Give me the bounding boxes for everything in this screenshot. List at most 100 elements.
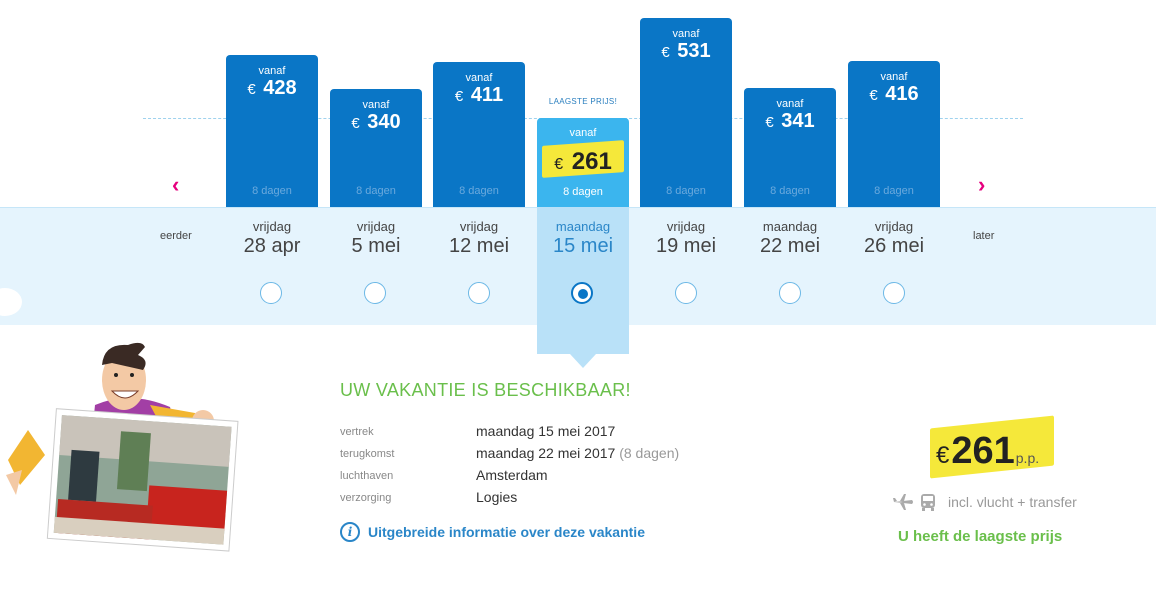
bar-price-amount: 340 (367, 111, 401, 133)
date-radio[interactable] (468, 282, 490, 304)
bar-price: € 340 (330, 111, 422, 135)
date-radio[interactable] (571, 282, 593, 304)
bar-currency: € (554, 156, 564, 173)
detail-value: maandag 15 mei 2017 (476, 423, 615, 439)
info-icon: i (340, 522, 360, 542)
bar-price-amount: 261 (571, 148, 612, 175)
date-option[interactable]: maandag 15 mei (523, 219, 643, 258)
detail-label: vertrek (340, 426, 374, 438)
date-day-month: 12 mei (448, 235, 510, 257)
date-weekday: vrijdag (252, 219, 292, 234)
bar-price: € 261 (537, 148, 629, 176)
date-option[interactable]: vrijdag 26 mei (834, 219, 954, 258)
bar-vanaf-label: vanaf (569, 127, 597, 139)
bar-days: 8 dagen (356, 185, 396, 197)
band-decoration (0, 288, 22, 316)
price-bar[interactable]: vanaf € 531 8 dagen (640, 18, 732, 207)
bar-vanaf-label: vanaf (465, 72, 493, 84)
bar-currency: € (661, 44, 670, 61)
selected-date-pointer (570, 354, 596, 368)
date-radio[interactable] (675, 282, 697, 304)
date-option[interactable]: vrijdag 28 apr (212, 219, 332, 258)
detail-label: luchthaven (340, 470, 394, 482)
date-day-month: 19 mei (655, 235, 717, 257)
bar-days: 8 dagen (459, 185, 499, 197)
more-info-link[interactable]: i Uitgebreide informatie over deze vakan… (340, 522, 645, 542)
bar-currency: € (869, 87, 878, 104)
bar-vanaf-label: vanaf (362, 99, 390, 111)
date-radio[interactable] (779, 282, 801, 304)
total-price: €261p.p. (936, 430, 1039, 473)
detail-value-text: maandag 22 mei 2017 (476, 445, 616, 461)
price-bar[interactable]: vanaf € 411 8 dagen (433, 62, 525, 207)
date-weekday: maandag (762, 219, 818, 234)
bar-price: € 531 (640, 40, 732, 64)
date-weekday: vrijdag (459, 219, 499, 234)
bar-price-amount: 416 (885, 83, 919, 105)
detail-value-text: maandag 15 mei 2017 (476, 423, 616, 439)
price-bar[interactable]: vanaf € 428 8 dagen (226, 55, 318, 207)
chevron-right-icon[interactable]: › (978, 172, 986, 197)
bar-price: € 416 (848, 83, 940, 107)
price-bar[interactable]: vanaf € 416 8 dagen (848, 61, 940, 207)
price-currency: € (936, 442, 950, 469)
bar-currency: € (454, 88, 464, 105)
price-bar[interactable]: vanaf € 341 8 dagen (744, 88, 836, 207)
date-day-month: 15 mei (552, 235, 614, 257)
detail-label: verzorging (340, 492, 392, 504)
later-button[interactable]: later (973, 230, 995, 242)
date-weekday: vrijdag (874, 219, 914, 234)
bar-vanaf-label: vanaf (672, 28, 700, 40)
date-day-month: 28 apr (243, 235, 301, 257)
availability-title: UW VAKANTIE IS BESCHIKBAAR! (340, 380, 631, 400)
date-option[interactable]: maandag 22 mei (730, 219, 850, 258)
bar-price-amount: 411 (470, 84, 504, 106)
includes-info: incl. vlucht + transfer (892, 492, 1077, 512)
bar-days: 8 dagen (770, 185, 810, 197)
detail-label: terugkomst (340, 448, 395, 460)
date-option[interactable]: vrijdag 19 mei (626, 219, 746, 258)
selected-date-highlight (537, 207, 629, 354)
bar-vanaf-label: vanaf (776, 98, 804, 110)
date-weekday: vrijdag (356, 219, 396, 234)
includes-label: incl. vlucht + transfer (948, 494, 1077, 510)
detail-value-text: Logies (476, 489, 518, 505)
date-option[interactable]: vrijdag 5 mei (316, 219, 436, 258)
date-day-month: 22 mei (759, 235, 821, 257)
bar-price-amount: 428 (263, 77, 297, 99)
bar-price-amount: 531 (677, 40, 711, 62)
bar-price: € 428 (226, 77, 318, 101)
date-day-month: 26 mei (863, 235, 925, 257)
detail-value: Logies (476, 489, 517, 505)
price-bar[interactable]: vanaf € 340 8 dagen (330, 89, 422, 207)
bar-days: 8 dagen (666, 185, 706, 197)
more-info-label: Uitgebreide informatie over deze vakanti… (368, 524, 645, 540)
detail-value: maandag 22 mei 2017 (8 dagen) (476, 445, 679, 461)
plane-icon (893, 494, 913, 510)
bar-vanaf-label: vanaf (880, 71, 908, 83)
bar-days: 8 dagen (252, 185, 292, 197)
bar-vanaf-label: vanaf (258, 65, 286, 77)
date-radio[interactable] (883, 282, 905, 304)
date-radio[interactable] (364, 282, 386, 304)
detail-value: Amsterdam (476, 467, 548, 483)
lowest-price-message: U heeft de laagste prijs (898, 528, 1063, 545)
bar-price-amount: 341 (781, 110, 815, 132)
chevron-left-icon[interactable]: ‹ (172, 172, 180, 197)
detail-value-text: Amsterdam (476, 467, 548, 483)
bar-currency: € (351, 115, 360, 132)
detail-extra: (8 dagen) (619, 445, 680, 461)
earlier-button[interactable]: eerder (160, 230, 192, 242)
bar-currency: € (765, 114, 774, 131)
date-day-month: 5 mei (351, 235, 401, 257)
bar-days: 8 dagen (874, 185, 914, 197)
mascot-photo-illustration (6, 342, 239, 552)
price-amount: 261 (951, 430, 1015, 472)
price-bar-selected[interactable]: vanaf € 261 8 dagen (537, 118, 629, 207)
date-option[interactable]: vrijdag 12 mei (419, 219, 539, 258)
lowest-price-tag: LAAGSTE PRIJS! (548, 97, 618, 106)
bar-price: € 341 (744, 110, 836, 134)
date-weekday: vrijdag (666, 219, 706, 234)
date-weekday: maandag (555, 219, 611, 234)
date-radio[interactable] (260, 282, 282, 304)
